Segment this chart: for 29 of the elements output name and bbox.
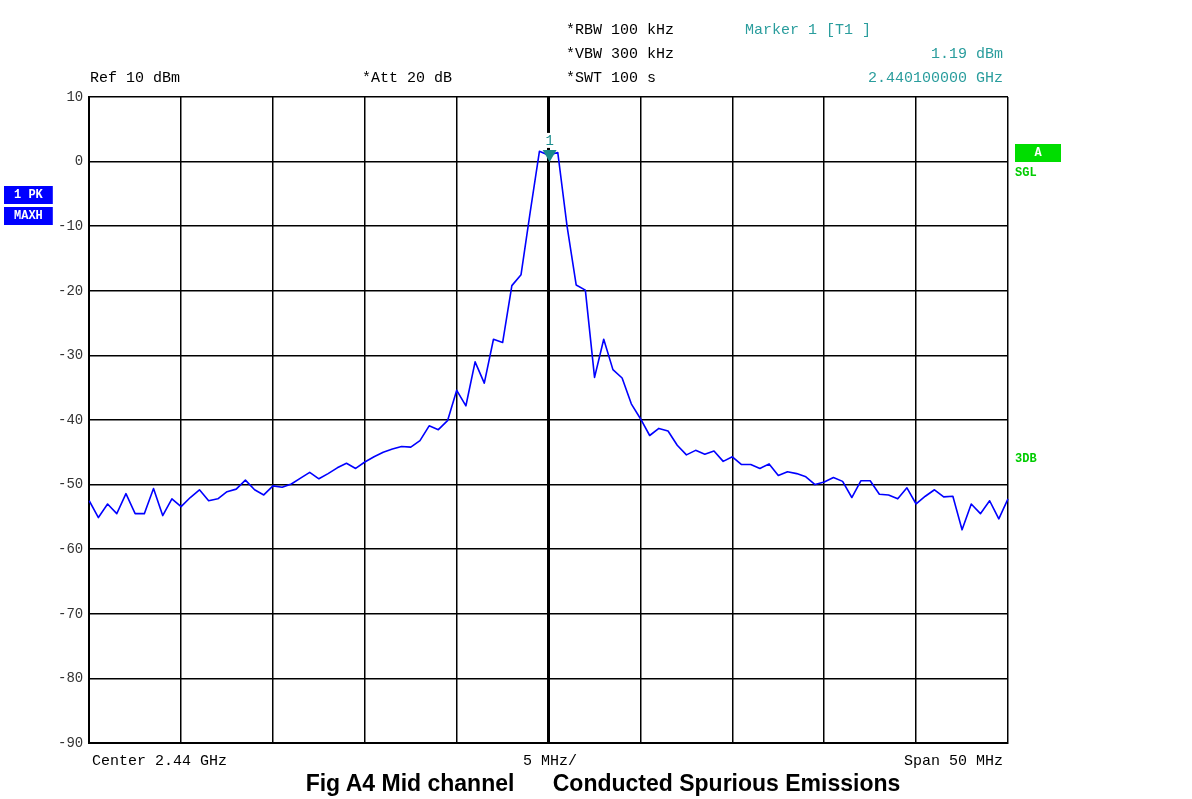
text: 5 MHz/ [522,752,578,770]
y-tick-label: -20 [57,282,84,299]
text: A [1034,146,1043,161]
y-tick-label: -50 [57,476,84,493]
text: Span 50 MHz [903,752,1003,770]
text: Center 2.44 GHz [92,752,228,770]
text: *Att 20 dB [362,69,453,87]
text: 2.440100000 GHz [867,69,1003,87]
text: Ref 10 dBm [90,69,181,87]
text: 1.19 dBm [930,45,1003,63]
text: Marker 1 [T1 ] [745,21,872,39]
annotation: 1 [545,132,554,149]
text: Fig A4 Mid channel Conducted Spurious Emissions [305,770,901,797]
y-tick-label: -60 [57,540,84,557]
y-tick-label: -80 [57,670,84,687]
text: *VBW 300 kHz [566,45,675,63]
y-tick-label: -30 [57,347,84,364]
y-tick-label: 0 [74,153,84,170]
text: 3DB [1015,452,1037,467]
y-tick-label: 10 [66,88,84,105]
text: 1 PK [14,188,44,203]
text: *RBW 100 kHz [566,21,675,39]
y-tick-label: -90 [57,734,84,751]
text: SGL [1015,166,1037,181]
y-tick-label: -70 [57,605,84,622]
y-tick-label: -10 [57,217,84,234]
text: MAXH [14,209,43,224]
text: *SWT 100 s [566,69,657,87]
y-tick-label: -40 [57,411,84,428]
